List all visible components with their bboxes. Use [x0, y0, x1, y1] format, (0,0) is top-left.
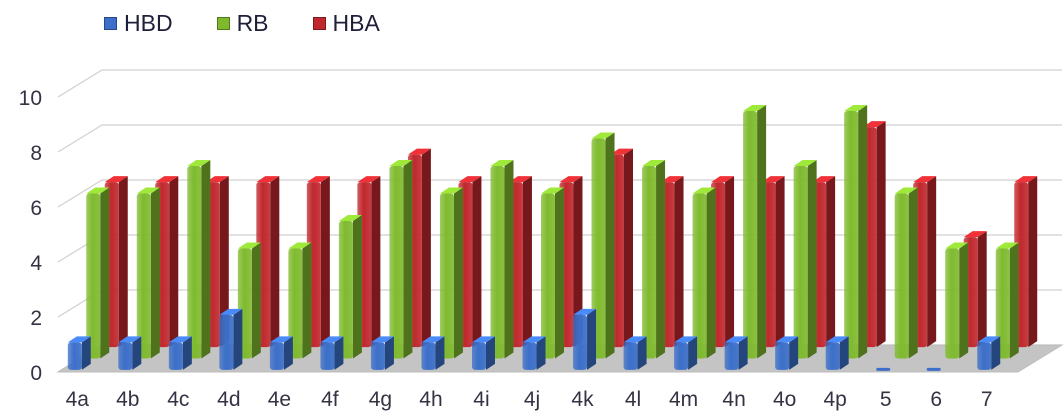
bar-rb-4e — [288, 242, 312, 359]
bar-rb-4m — [692, 187, 716, 359]
x-tick-label-4m: 4m — [669, 388, 698, 411]
legend-label-hbd: HBD — [124, 10, 173, 36]
x-tick-label-5: 5 — [880, 388, 892, 411]
bar-rb-4b — [136, 187, 160, 359]
gridline-8 — [57, 124, 1062, 153]
x-tick-label-4e: 4e — [268, 388, 291, 411]
bar-hbd-4m — [674, 336, 698, 370]
legend-item-hbd: HBD — [104, 10, 173, 37]
x-tick-label-4b: 4b — [116, 388, 139, 411]
bar-hbd-4h — [421, 336, 445, 370]
bar-hbd-4a — [67, 336, 91, 370]
y-tick-label-0: 0 — [30, 362, 42, 385]
bar-rb-4l — [642, 160, 666, 359]
y-axis-tick-labels: 0 2 4 6 8 10 — [19, 87, 43, 385]
bar-rb-4h — [439, 187, 463, 359]
chart-legend: HBD RB HBA — [104, 10, 380, 37]
legend-label-rb: RB — [236, 10, 269, 36]
bar-hbd-4e — [269, 336, 293, 370]
y-tick-label-10: 10 — [19, 87, 42, 110]
bar-hbd-6 — [926, 367, 941, 371]
bar-rb-4f — [338, 215, 362, 359]
bar-hbd-4j — [522, 336, 546, 370]
x-tick-label-4c: 4c — [167, 388, 189, 411]
bar-rb-4i — [490, 160, 514, 359]
legend-swatch-rb — [216, 17, 230, 30]
bar-rb-4k — [591, 132, 615, 359]
bar-rb-4p — [844, 105, 868, 359]
legend-swatch-hba — [312, 17, 326, 30]
gridline-10 — [57, 69, 1062, 98]
y-tick-label-6: 6 — [30, 197, 42, 220]
bar-rb-4a — [86, 187, 110, 359]
x-tick-label-4j: 4j — [524, 388, 540, 411]
bar-rb-4n — [743, 105, 767, 359]
x-tick-label-4h: 4h — [419, 388, 442, 411]
bar-hbd-4d — [219, 308, 243, 370]
bar-hbd-4c — [168, 336, 192, 370]
x-tick-label-6: 6 — [930, 388, 942, 411]
bar-rb-6 — [945, 242, 969, 359]
x-tick-label-4f: 4f — [321, 388, 339, 411]
x-tick-label-4l: 4l — [625, 388, 641, 411]
bar-rb-5 — [894, 187, 918, 359]
y-tick-label-4: 4 — [30, 252, 42, 275]
bar-hbd-4f — [320, 336, 344, 370]
chart-bars — [67, 105, 1038, 371]
bar-rb-4g — [389, 160, 413, 359]
legend-item-rb: RB — [216, 10, 269, 37]
bar-hbd-7 — [977, 336, 1001, 370]
bar-rb-4c — [187, 160, 211, 359]
x-tick-label-7: 7 — [981, 388, 993, 411]
x-tick-label-4o: 4o — [773, 388, 796, 411]
x-tick-label-4n: 4n — [722, 388, 745, 411]
bar-hbd-5 — [876, 367, 891, 371]
bar-hbd-4n — [724, 336, 748, 370]
bar-hbd-4g — [370, 336, 394, 370]
x-tick-label-4a: 4a — [66, 388, 90, 411]
x-tick-label-4k: 4k — [571, 388, 594, 411]
x-axis-tick-labels: 4a 4b 4c 4d 4e 4f 4g 4h 4i 4j 4k 4l 4m 4n 4o 4p 5 6 7 — [66, 388, 993, 411]
y-tick-label-8: 8 — [30, 142, 42, 165]
bar-hbd-4o — [775, 336, 799, 370]
legend-swatch-hbd — [104, 17, 117, 30]
legend-item-hba: HBA — [312, 10, 380, 37]
bar-hbd-4p — [825, 336, 849, 370]
x-tick-label-4i: 4i — [473, 388, 489, 411]
bar-rb-7 — [995, 242, 1019, 359]
y-tick-label-2: 2 — [30, 307, 42, 330]
bar-hbd-4i — [471, 336, 495, 370]
legend-label-hba: HBA — [332, 10, 380, 36]
bar-rb-4o — [793, 160, 817, 359]
bar-hbd-4k — [573, 308, 597, 370]
x-tick-label-4g: 4g — [369, 388, 392, 411]
bar-rb-4j — [541, 187, 564, 359]
bar-hbd-4b — [118, 336, 142, 370]
bar-hbd-4l — [623, 336, 647, 370]
x-tick-label-4p: 4p — [823, 388, 846, 411]
gridline-6 — [57, 179, 1062, 208]
x-tick-label-4d: 4d — [217, 388, 240, 411]
